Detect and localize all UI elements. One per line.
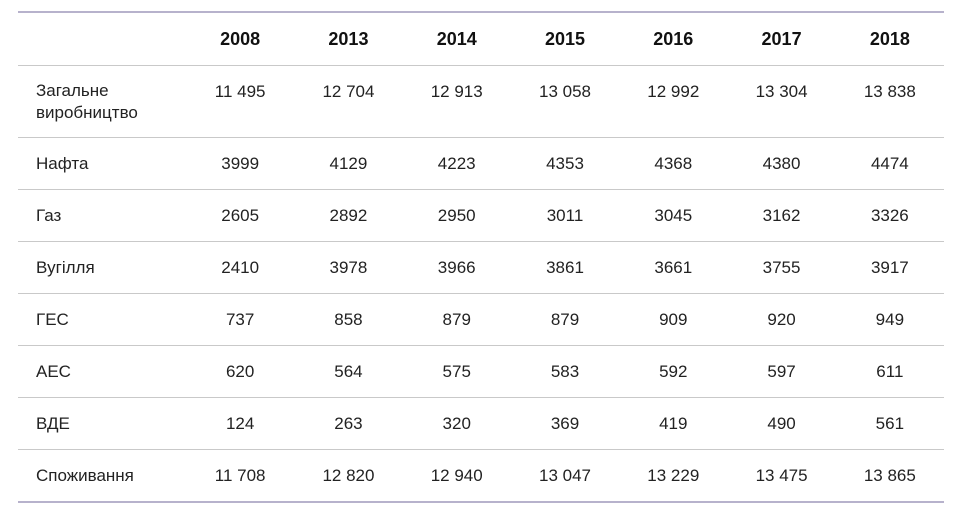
table-cell: 12 913	[402, 65, 511, 138]
row-label: Загальне виробництво	[18, 65, 187, 138]
table-row: Нафта 3999 4129 4223 4353 4368 4380 4474	[18, 137, 944, 190]
table-cell: 3917	[835, 241, 944, 294]
table-cell: 4380	[727, 137, 836, 190]
table-cell: 3661	[619, 241, 728, 294]
row-label: Вугілля	[18, 241, 187, 294]
table-cell: 3966	[402, 241, 511, 294]
table-cell: 12 704	[294, 65, 403, 138]
table-cell: 737	[186, 293, 295, 346]
table-cell: 13 047	[539, 465, 591, 485]
header-cell-year: 2018	[835, 12, 944, 66]
header-cell-empty	[18, 12, 187, 66]
table-cell: 879	[402, 293, 511, 346]
table-cell: 611	[835, 345, 944, 398]
table-cell: 597	[727, 345, 836, 398]
table-cell: 858	[294, 293, 403, 346]
data-table: 2008 2013 2014 2015 2016 2017 2018 Загал…	[18, 11, 944, 503]
table-cell: 419	[619, 397, 728, 450]
table-cell: 3162	[727, 189, 836, 242]
table-cell: 3045	[619, 189, 728, 242]
table-cell: 3861	[510, 241, 620, 294]
table-cell: 11 495	[186, 65, 295, 138]
row-label: Газ	[18, 189, 187, 242]
table-cell: 909	[619, 293, 728, 346]
table-cell: 575	[402, 345, 511, 398]
table-row: Газ 2605 2892 2950 3011 3045 3162 3326	[18, 189, 944, 242]
table-cell: 2605	[186, 189, 295, 242]
table-cell: 3011	[510, 189, 620, 242]
table-row: Загальне виробництво 11 495 12 704 12 91…	[18, 65, 944, 138]
table-row: АЕС 620 564 575 583 592 597 611	[18, 345, 944, 398]
table-cell: 620	[186, 345, 295, 398]
header-cell-year: 2016	[619, 12, 728, 66]
row-label: АЕС	[18, 345, 187, 398]
table-cell: 4129	[294, 137, 403, 190]
table-cell: 320	[402, 397, 511, 450]
table-cell: 490	[727, 397, 836, 450]
row-label: Споживання	[36, 465, 134, 485]
row-label: ВДЕ	[18, 397, 187, 450]
table-cell: 12 820	[322, 465, 375, 485]
table-cell: 2950	[402, 189, 511, 242]
table-cell: 2892	[294, 189, 403, 242]
table-row: ГЕС 737 858 879 879 909 920 949	[18, 293, 944, 346]
table-cell: 13 865	[863, 465, 916, 485]
header-cell-year: 2013	[294, 12, 403, 66]
table-cell: 369	[510, 397, 620, 450]
table-cell: 949	[835, 293, 944, 346]
table-cell: 13 304	[727, 65, 836, 138]
table-row: Вугілля 2410 3978 3966 3861 3661 3755 39…	[18, 241, 944, 294]
table-cell: 12 992	[619, 65, 728, 138]
table-cell: 11 708	[214, 465, 266, 485]
table-cell: 920	[727, 293, 836, 346]
table-header-row: 2008 2013 2014 2015 2016 2017 2018	[18, 12, 944, 66]
table-cell: 13 058	[510, 65, 620, 138]
table-cell: 3999	[186, 137, 295, 190]
table-cell: 879	[510, 293, 620, 346]
table-cell: 4353	[510, 137, 620, 190]
table-cell: 3755	[727, 241, 836, 294]
table-row: ВДЕ 124 263 320 369 419 490 561	[18, 397, 944, 450]
table-cell: 3978	[294, 241, 403, 294]
table-cell: 2410	[186, 241, 295, 294]
table-cell: 13 838	[835, 65, 944, 138]
row-label: ГЕС	[18, 293, 187, 346]
table-cell: 13 229	[647, 465, 700, 485]
row-label: Нафта	[18, 137, 187, 190]
table-cell: 561	[835, 397, 944, 450]
table-cell: 583	[510, 345, 620, 398]
table-cell: 4223	[402, 137, 511, 190]
table-cell: 564	[294, 345, 403, 398]
table-cell: 3326	[835, 189, 944, 242]
table-cell: 13 475	[755, 465, 808, 485]
header-cell-year: 2015	[510, 12, 620, 66]
header-cell-year: 2008	[186, 12, 295, 66]
table-cell: 263	[294, 397, 403, 450]
table-cell: 4368	[619, 137, 728, 190]
table-cell: 4474	[835, 137, 944, 190]
header-cell-year: 2017	[727, 12, 836, 66]
table-cell: 12 940	[430, 465, 483, 485]
table-row: Споживання 11 708 12 820 12 940 13 047 1…	[18, 450, 944, 503]
header-cell-year: 2014	[402, 12, 511, 66]
table-cell: 124	[186, 397, 295, 450]
table-cell: 592	[619, 345, 728, 398]
data-table-container: 2008 2013 2014 2015 2016 2017 2018 Загал…	[18, 11, 944, 503]
